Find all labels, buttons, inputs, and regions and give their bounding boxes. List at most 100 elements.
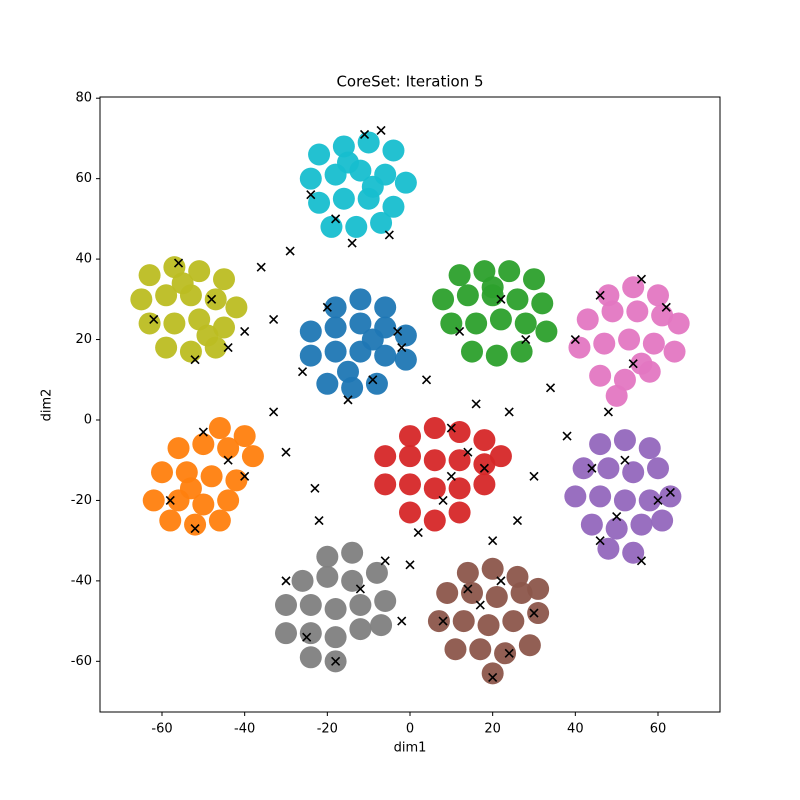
y-tick-label: 40 — [75, 252, 92, 267]
point — [423, 449, 446, 472]
point — [394, 324, 417, 347]
point — [485, 344, 508, 367]
point — [568, 336, 591, 359]
point — [217, 437, 240, 460]
x-tick-label: -20 — [317, 722, 338, 737]
point — [659, 485, 682, 508]
point — [597, 457, 620, 480]
point — [374, 473, 397, 496]
point — [498, 260, 521, 283]
point — [324, 340, 347, 363]
selected-marker — [223, 343, 233, 353]
point — [510, 581, 533, 604]
selected-marker — [359, 129, 370, 139]
point — [494, 642, 517, 665]
selected-marker — [310, 483, 320, 493]
point — [436, 581, 459, 604]
point — [142, 489, 165, 512]
selected-marker — [620, 455, 630, 465]
x-tick-label: -60 — [151, 722, 172, 737]
point — [481, 662, 504, 685]
selected-marker — [297, 367, 308, 377]
point — [506, 288, 529, 311]
point — [473, 429, 496, 452]
chart-title: CoreSet: Iteration 5 — [336, 73, 483, 91]
point — [320, 215, 343, 238]
point — [489, 445, 512, 468]
point — [527, 577, 550, 600]
y-tick-label: -40 — [71, 573, 92, 588]
selected-marker — [587, 463, 597, 473]
point — [576, 308, 599, 331]
point — [345, 215, 368, 238]
point — [159, 509, 182, 532]
point — [225, 296, 248, 319]
point — [299, 167, 322, 190]
point — [489, 308, 512, 331]
selected-marker — [529, 471, 539, 481]
point — [374, 296, 397, 319]
selected-marker — [636, 556, 647, 566]
point — [365, 561, 388, 584]
selected-marker — [488, 536, 498, 546]
point — [613, 489, 636, 512]
point — [618, 328, 641, 351]
point — [651, 304, 674, 327]
plot-area — [130, 125, 690, 685]
y-tick-label: -60 — [71, 654, 92, 669]
point — [208, 417, 231, 440]
point — [473, 473, 496, 496]
selected-marker — [636, 274, 647, 284]
selected-marker — [223, 455, 233, 465]
selected-marker — [269, 314, 279, 324]
point — [341, 541, 364, 564]
point — [213, 268, 235, 291]
point — [155, 336, 178, 359]
point — [663, 340, 686, 363]
point — [208, 509, 231, 532]
selected-marker — [438, 616, 448, 626]
point — [593, 332, 616, 355]
point — [349, 312, 372, 335]
selected-marker — [347, 238, 357, 248]
point — [196, 324, 219, 347]
point — [349, 288, 372, 311]
selected-marker — [496, 576, 506, 586]
point — [370, 614, 393, 637]
point — [423, 509, 446, 532]
point — [374, 589, 397, 612]
point — [394, 171, 417, 194]
point — [299, 344, 322, 367]
point — [465, 312, 488, 335]
point — [299, 320, 322, 343]
point — [444, 638, 467, 661]
point — [642, 332, 665, 355]
selected-marker — [207, 294, 217, 304]
point — [589, 433, 612, 456]
selected-marker — [198, 427, 208, 437]
selected-marker — [190, 524, 200, 534]
x-axis-label: dim1 — [394, 741, 427, 756]
point — [469, 638, 492, 661]
point — [638, 489, 661, 512]
selected-marker — [455, 326, 465, 337]
point — [291, 569, 314, 592]
point — [316, 565, 339, 588]
point — [473, 453, 496, 476]
selected-marker — [331, 214, 341, 224]
y-tick-label: 60 — [75, 171, 92, 186]
selected-marker — [661, 302, 671, 312]
selected-marker — [488, 672, 498, 682]
selected-marker — [149, 314, 159, 324]
selected-marker — [256, 262, 266, 272]
point — [394, 348, 417, 371]
selected-marker — [393, 326, 403, 337]
selected-marker — [446, 471, 456, 481]
point — [370, 211, 393, 234]
point — [337, 360, 359, 383]
point — [452, 610, 475, 633]
selected-marker — [413, 528, 423, 538]
point — [200, 465, 223, 488]
selected-marker — [281, 576, 291, 586]
point — [163, 312, 186, 335]
